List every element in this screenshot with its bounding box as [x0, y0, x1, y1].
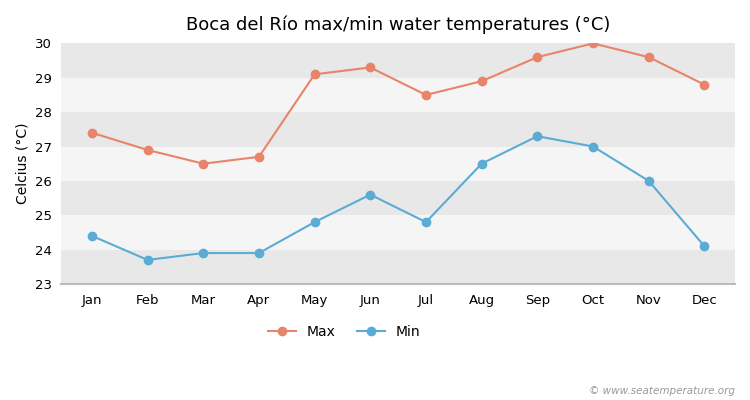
- Min: [199, 251, 208, 256]
- Min: [700, 244, 709, 248]
- Max: [366, 65, 375, 70]
- Min: [366, 192, 375, 197]
- Max: [477, 79, 486, 84]
- Title: Boca del Río max/min water temperatures (°C): Boca del Río max/min water temperatures …: [186, 15, 610, 34]
- Legend: Max, Min: Max, Min: [262, 320, 426, 345]
- Bar: [62, 78, 735, 112]
- Min: [422, 220, 430, 224]
- Line: Min: Min: [88, 132, 709, 264]
- Min: [589, 144, 598, 149]
- Min: [143, 258, 152, 262]
- Max: [532, 55, 542, 60]
- Min: [532, 134, 542, 138]
- Bar: [62, 250, 735, 284]
- Y-axis label: Celcius (°C): Celcius (°C): [15, 123, 29, 204]
- Bar: [62, 112, 735, 146]
- Max: [644, 55, 653, 60]
- Max: [700, 82, 709, 87]
- Text: © www.seatemperature.org: © www.seatemperature.org: [589, 386, 735, 396]
- Bar: [62, 43, 735, 78]
- Max: [589, 41, 598, 46]
- Bar: [62, 181, 735, 215]
- Min: [310, 220, 319, 224]
- Max: [254, 154, 263, 159]
- Max: [310, 72, 319, 77]
- Max: [88, 130, 97, 135]
- Max: [422, 92, 430, 97]
- Min: [254, 251, 263, 256]
- Min: [88, 234, 97, 238]
- Max: [143, 148, 152, 152]
- Max: [199, 161, 208, 166]
- Bar: [62, 146, 735, 181]
- Min: [477, 161, 486, 166]
- Bar: [62, 215, 735, 250]
- Line: Max: Max: [88, 39, 709, 168]
- Min: [644, 178, 653, 183]
